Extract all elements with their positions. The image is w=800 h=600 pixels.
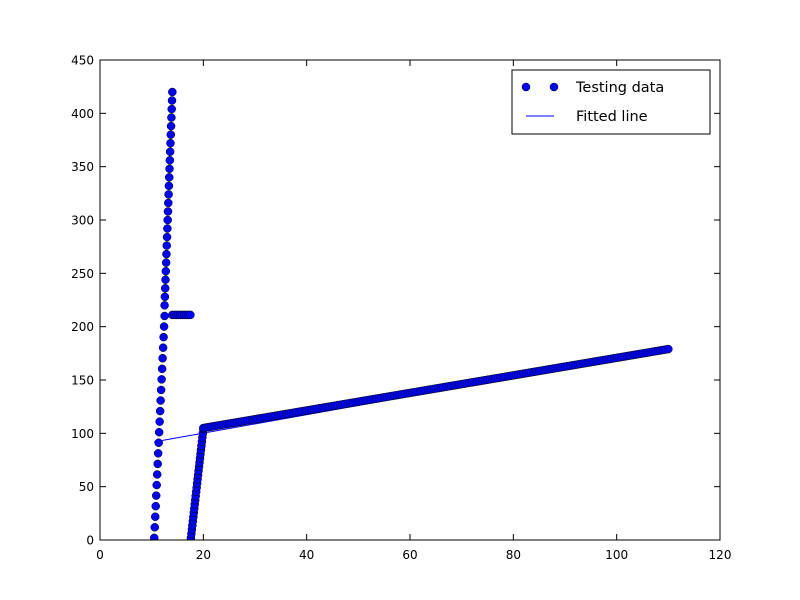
data-point (161, 275, 170, 284)
data-point (151, 491, 161, 500)
legend: Testing data Fitted line (511, 69, 711, 135)
y-tick-label: 350 (71, 160, 94, 174)
data-point (163, 207, 173, 216)
data-point (162, 241, 172, 250)
legend-label-testing-data: Testing data (575, 80, 664, 96)
y-tick-label: 150 (71, 374, 94, 388)
data-point (157, 375, 166, 384)
legend-marker-testing-data (549, 82, 559, 92)
data-point (156, 385, 166, 395)
data-point (160, 292, 170, 302)
data-point (151, 501, 160, 511)
data-point (165, 164, 174, 174)
plot-area (150, 87, 673, 540)
data-point (163, 215, 172, 225)
data-point (159, 332, 168, 342)
data-point (153, 449, 163, 458)
y-tick-label: 0 (86, 534, 94, 548)
data-point (161, 258, 171, 267)
data-point (155, 406, 165, 416)
data-point (154, 438, 163, 448)
data-point (167, 104, 176, 114)
plot-marks (150, 87, 673, 540)
data-point (150, 523, 159, 532)
data-point (167, 113, 176, 122)
data-point (165, 147, 175, 156)
data-point (162, 232, 172, 242)
data-point (166, 130, 176, 139)
data-point (164, 190, 173, 199)
data-point (150, 533, 159, 540)
data-point (163, 224, 172, 233)
data-point (160, 311, 169, 321)
data-point (158, 354, 167, 363)
x-tick-label: 60 (402, 548, 417, 562)
data-point (152, 480, 161, 490)
data-point (162, 249, 171, 259)
x-tick-label: 100 (605, 548, 628, 562)
legend-box (511, 69, 711, 135)
data-point (158, 343, 168, 352)
x-tick-label: 40 (299, 548, 314, 562)
axes: 0 20 40 60 80 100 120 0 50 100 150 200 250 300 350 400 4… (71, 54, 731, 563)
data-point (164, 173, 174, 182)
data-point (664, 344, 673, 354)
data-point (157, 364, 167, 374)
data-point (155, 417, 164, 426)
data-point (153, 459, 162, 469)
y-tick-label: 400 (71, 107, 94, 121)
data-point (168, 87, 177, 97)
legend-marker-testing-data (521, 82, 531, 92)
data-point (156, 396, 165, 405)
data-point (152, 470, 162, 479)
y-tick-label: 200 (71, 320, 94, 334)
data-point (159, 322, 169, 331)
data-point (154, 427, 164, 437)
data-point (164, 181, 174, 191)
legend-label-fitted-line: Fitted line (576, 109, 648, 125)
data-point (166, 121, 176, 131)
x-tick-label: 80 (506, 548, 521, 562)
data-point (160, 284, 170, 293)
y-tick-label: 50 (79, 480, 94, 494)
data-point (150, 512, 160, 521)
y-tick-label: 250 (71, 267, 94, 281)
data-point (160, 301, 169, 310)
x-tick-label: 20 (196, 548, 211, 562)
x-tick-label: 0 (96, 548, 104, 562)
data-point (161, 266, 171, 276)
y-tick-label: 450 (71, 54, 94, 68)
data-point (186, 310, 195, 320)
data-point (166, 138, 175, 148)
y-tick-label: 100 (71, 427, 94, 441)
data-point (167, 96, 177, 105)
data-point (165, 156, 175, 165)
x-tick-label: 120 (709, 548, 732, 562)
data-point (164, 198, 173, 208)
y-tick-label: 300 (71, 214, 94, 228)
